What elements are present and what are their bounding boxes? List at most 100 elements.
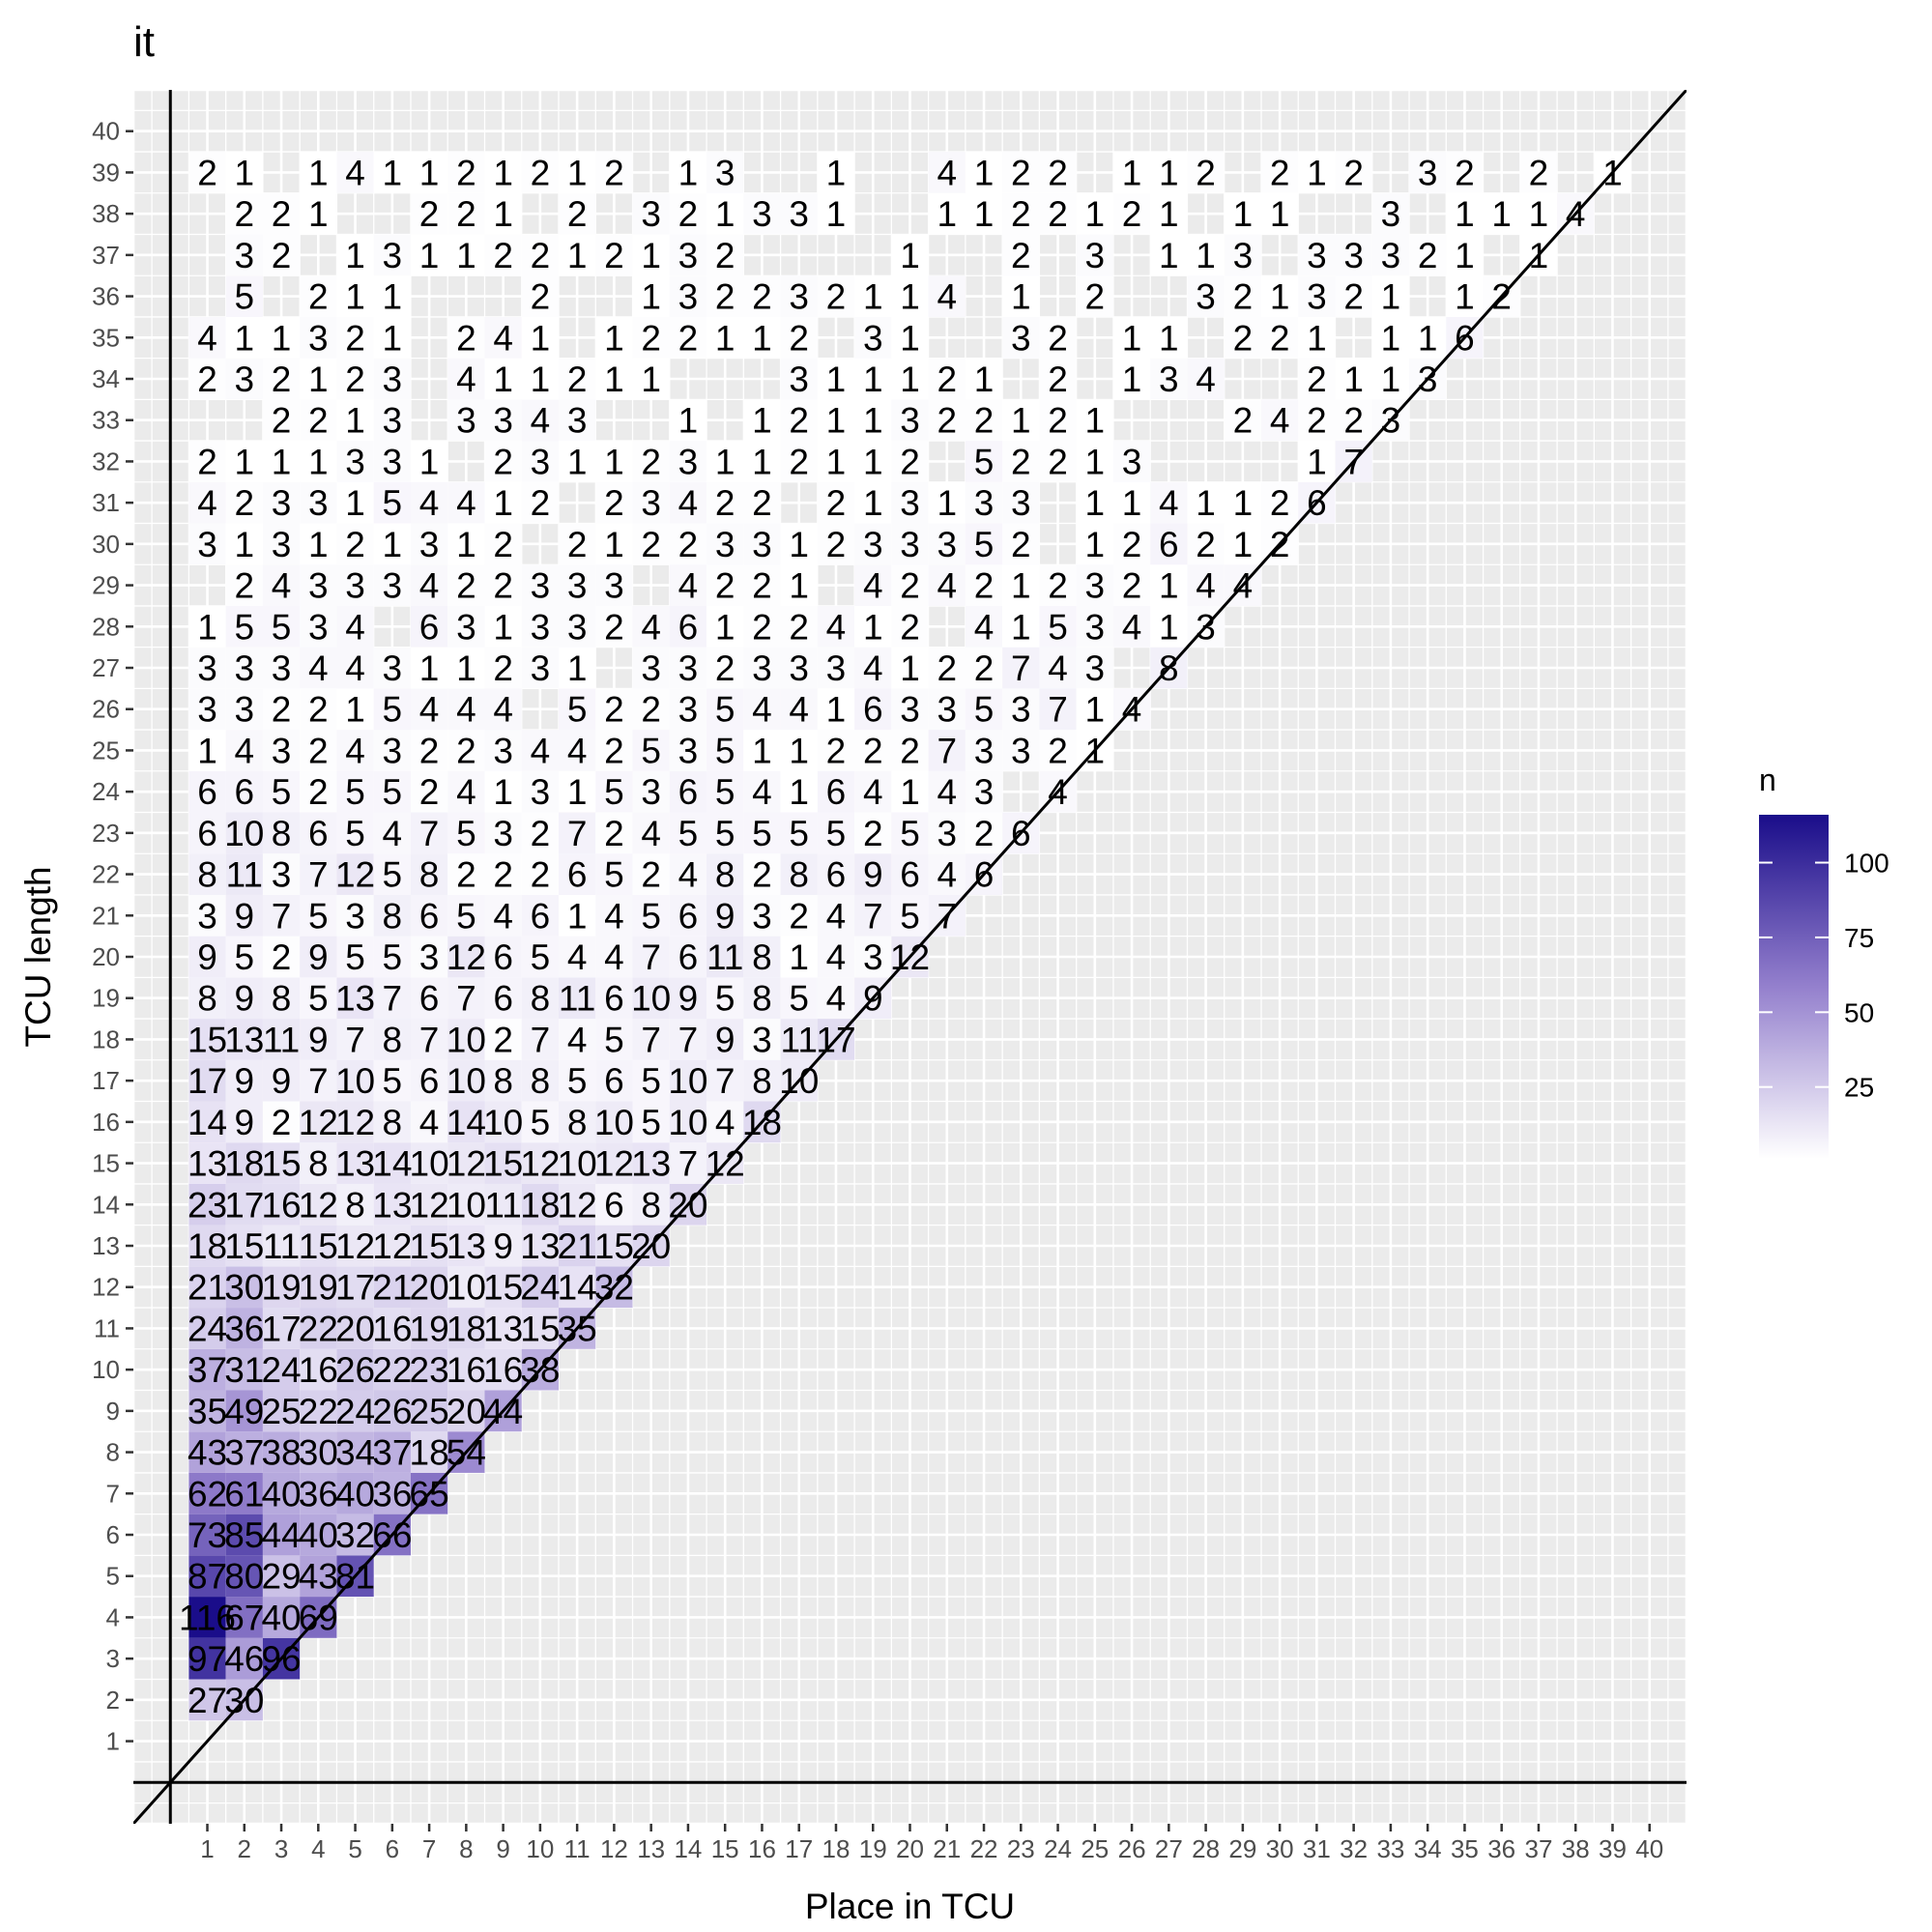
- cell-value-label: 5: [641, 1103, 661, 1142]
- cell-value-label: 3: [234, 236, 254, 275]
- cell-value-label: 14: [187, 1103, 227, 1142]
- y-tick-label: 5: [106, 1562, 120, 1591]
- cell-value-label: 13: [483, 1309, 523, 1348]
- cell-value-label: 13: [631, 1144, 671, 1184]
- x-tick-label: 37: [1524, 1834, 1552, 1863]
- y-tick-label: 16: [92, 1108, 120, 1137]
- heatmap-cell: [706, 316, 744, 359]
- x-tick-label: 6: [386, 1834, 399, 1863]
- legend-tick-label: 75: [1844, 923, 1874, 953]
- cell-value-label: 4: [419, 566, 440, 606]
- heatmap-cell: [410, 1225, 448, 1267]
- cell-value-label: 1: [567, 236, 588, 275]
- cell-value-label: 6: [1159, 525, 1179, 564]
- heatmap-cell: [1187, 481, 1225, 524]
- cell-value-label: 1: [900, 360, 920, 399]
- heatmap-cell: [225, 523, 263, 565]
- cell-labels: 2730974696116674069878029438173854440326…: [179, 153, 1623, 1719]
- cell-value-label: 12: [335, 1226, 375, 1266]
- heatmap-cell: [225, 853, 263, 895]
- cell-value-label: 24: [261, 1350, 301, 1390]
- cell-value-label: 10: [558, 1144, 597, 1184]
- heatmap-cell: [300, 1390, 337, 1432]
- heatmap-cell: [336, 647, 374, 689]
- cell-value-label: 5: [752, 814, 772, 853]
- cell-value-label: 3: [308, 483, 329, 523]
- heatmap-cell: [891, 358, 929, 400]
- heatmap-cell: [188, 481, 226, 524]
- cell-value-label: 34: [335, 1433, 375, 1473]
- cell-value-label: 1: [604, 442, 624, 481]
- cell-value-label: 15: [187, 1020, 227, 1059]
- heatmap-cell: [410, 481, 448, 524]
- cell-value-label: 13: [224, 1020, 264, 1059]
- heatmap-cell: [780, 441, 818, 482]
- cell-value-label: 2: [752, 277, 772, 317]
- heatmap-cell: [965, 770, 1003, 813]
- cell-value-label: 4: [937, 566, 957, 606]
- cell-value-label: 5: [383, 772, 403, 812]
- cell-value-label: 1: [863, 483, 883, 523]
- cell-value-label: 5: [900, 814, 920, 853]
- heatmap-cell: [373, 441, 411, 482]
- cell-value-label: 3: [567, 607, 588, 647]
- heatmap-cell: [447, 399, 485, 442]
- cell-value-label: 4: [863, 566, 883, 606]
- cell-value-label: 10: [447, 1268, 486, 1308]
- heatmap-cell: [521, 1059, 560, 1102]
- heatmap-cell: [854, 730, 892, 771]
- cell-value-label: 9: [234, 1061, 254, 1101]
- heatmap-cell: [669, 1019, 707, 1060]
- cell-value-label: 18: [410, 1433, 449, 1473]
- y-axis-title: TCU length: [18, 866, 58, 1047]
- cell-value-label: 8: [567, 1103, 588, 1142]
- heatmap-cell: [1298, 152, 1336, 193]
- y-tick-label: 18: [92, 1024, 120, 1053]
- cell-value-label: 1: [234, 525, 254, 564]
- cell-value-label: 16: [447, 1350, 486, 1390]
- cell-value-label: 2: [974, 814, 995, 853]
- heatmap-cell: [336, 1059, 374, 1102]
- heatmap-cell: [1150, 192, 1188, 235]
- cell-value-label: 7: [308, 855, 329, 895]
- heatmap-cell: [373, 1059, 411, 1102]
- heatmap-cell: [300, 316, 337, 359]
- heatmap-cell: [225, 647, 263, 689]
- heatmap-cell: [632, 688, 670, 731]
- cell-value-label: 1: [531, 318, 551, 358]
- cell-value-label: 4: [826, 896, 847, 936]
- heatmap-cell: [225, 812, 263, 854]
- heatmap-cell: [373, 977, 411, 1020]
- cell-value-label: 4: [641, 814, 661, 853]
- cell-value-label: 1: [567, 649, 588, 688]
- heatmap-cell: [410, 1266, 448, 1309]
- heatmap-cell: [188, 1514, 226, 1556]
- heatmap-cell: [1298, 275, 1336, 317]
- heatmap-cell: [262, 770, 301, 813]
- heatmap-cell: [336, 481, 374, 524]
- heatmap-cell: [300, 1225, 337, 1267]
- heatmap-cell: [336, 977, 374, 1020]
- heatmap-cell: [484, 399, 522, 442]
- heatmap-cell: [336, 275, 374, 317]
- x-tick-label: 8: [459, 1834, 473, 1863]
- heatmap-cell: [447, 358, 485, 400]
- heatmap-cell: [521, 316, 560, 359]
- cell-value-label: 4: [1196, 360, 1216, 399]
- heatmap-cell: [559, 358, 596, 400]
- heatmap-cell: [669, 192, 707, 235]
- heatmap-cell: [706, 564, 744, 606]
- heatmap-cell: [300, 523, 337, 565]
- heatmap-cell: [1409, 152, 1447, 193]
- cell-value-label: 4: [715, 1103, 735, 1142]
- heatmap-cell: [300, 1308, 337, 1349]
- cell-value-label: 1: [826, 360, 847, 399]
- cell-value-label: 1: [493, 483, 513, 523]
- heatmap-cell: [188, 853, 226, 895]
- cell-value-label: 7: [345, 1020, 365, 1059]
- cell-value-label: 4: [531, 731, 551, 770]
- heatmap-cell: [336, 1308, 374, 1349]
- cell-value-label: 2: [272, 194, 292, 234]
- cell-value-label: 2: [308, 772, 329, 812]
- heatmap-cell: [373, 853, 411, 895]
